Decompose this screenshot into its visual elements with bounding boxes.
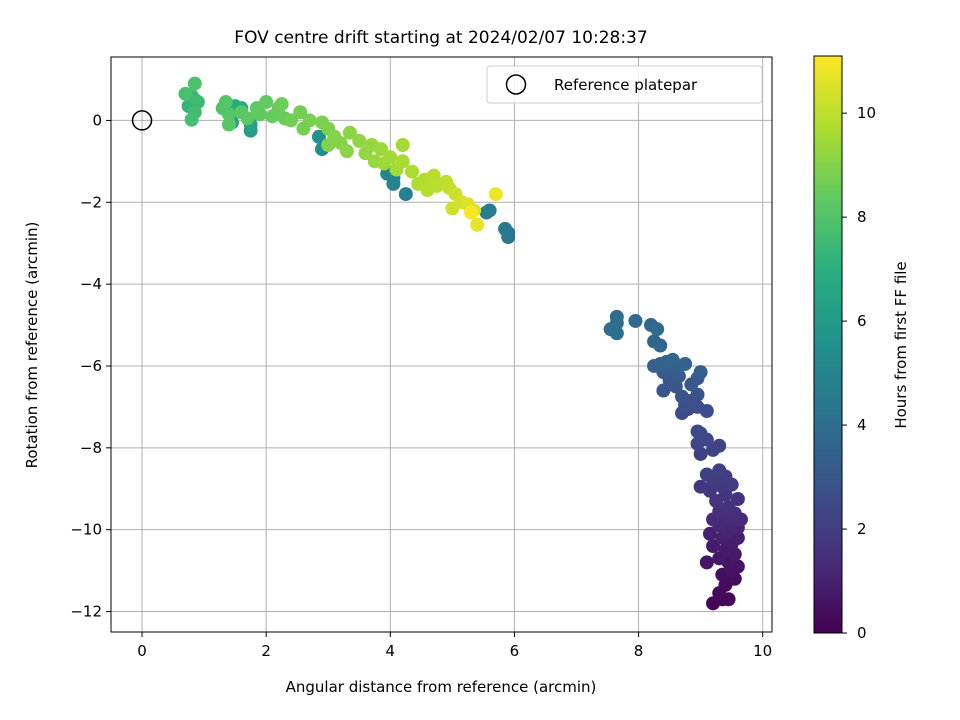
x-tick-label: 2 <box>261 642 271 660</box>
data-point <box>383 150 398 165</box>
data-point <box>283 113 298 128</box>
data-point <box>656 383 671 398</box>
data-point <box>240 111 255 126</box>
data-point <box>675 389 690 404</box>
data-point <box>342 125 357 140</box>
data-point <box>221 117 236 132</box>
data-point <box>693 365 708 380</box>
colorbar-label: Hours from first FF file <box>892 261 910 428</box>
data-point <box>321 137 336 152</box>
data-point <box>187 76 202 91</box>
y-tick-label: 0 <box>92 111 102 129</box>
data-point <box>311 129 326 144</box>
data-point <box>274 97 289 112</box>
legend-box <box>486 65 763 104</box>
colorbar-tick-label: 6 <box>857 312 867 330</box>
data-point <box>650 322 665 337</box>
legend: Reference platepar <box>486 65 763 104</box>
colorbar-gradient <box>813 55 843 634</box>
colorbar-tick-label: 10 <box>857 104 876 122</box>
data-point <box>730 491 745 506</box>
data-point <box>395 154 410 169</box>
x-axis-ticks: 0 2 4 6 8 10 <box>137 632 772 660</box>
data-point <box>706 539 721 554</box>
y-tick-label: −4 <box>80 275 102 293</box>
colorbar-ticks: 0 2 4 6 8 10 <box>842 104 876 642</box>
x-tick-label: 6 <box>510 642 520 660</box>
data-point <box>293 105 308 120</box>
y-tick-label: −12 <box>70 603 102 621</box>
chart-title: FOV centre drift starting at 2024/02/07 … <box>234 28 647 48</box>
data-points <box>178 76 748 611</box>
data-point <box>398 187 413 202</box>
y-tick-label: −8 <box>80 439 102 457</box>
x-tick-label: 10 <box>753 642 772 660</box>
legend-marker <box>505 74 527 95</box>
data-point <box>647 334 662 349</box>
data-point <box>339 144 354 159</box>
data-point <box>352 133 367 148</box>
data-point <box>221 107 236 122</box>
data-point <box>498 221 513 236</box>
legend-label: Reference platepar <box>554 76 698 94</box>
data-point <box>712 463 727 478</box>
data-point <box>259 95 274 110</box>
y-tick-label: −2 <box>80 193 102 211</box>
colorbar: 0 2 4 6 8 10 Hours from first FF file <box>813 55 910 642</box>
data-point <box>628 313 643 328</box>
x-tick-label: 4 <box>386 642 396 660</box>
data-point <box>702 526 717 541</box>
y-axis-ticks: 0 −2 −4 −6 −8 −10 −12 <box>70 111 111 621</box>
data-point <box>252 107 267 122</box>
data-point <box>184 112 199 127</box>
data-point <box>405 164 420 179</box>
data-point <box>671 369 686 384</box>
colorbar-tick-label: 2 <box>857 520 867 538</box>
data-point <box>470 217 485 232</box>
data-point <box>373 142 388 157</box>
grid-lines <box>111 57 772 632</box>
data-point <box>395 137 410 152</box>
reference-platepar-marker <box>131 110 153 131</box>
x-tick-label: 0 <box>137 642 147 660</box>
y-tick-label: −6 <box>80 357 102 375</box>
data-point <box>488 187 503 202</box>
x-axis-label: Angular distance from reference (arcmin) <box>286 678 597 696</box>
data-point <box>699 467 714 482</box>
data-point <box>699 555 714 570</box>
data-point <box>693 479 708 494</box>
colorbar-tick-label: 8 <box>857 208 867 226</box>
data-point <box>665 352 680 367</box>
y-tick-label: −10 <box>70 521 102 539</box>
data-point <box>479 205 494 220</box>
data-point <box>690 387 705 402</box>
data-point <box>678 356 693 371</box>
data-point <box>721 500 736 515</box>
data-point <box>178 86 193 101</box>
data-point <box>712 438 727 453</box>
plot-frame <box>110 56 773 633</box>
data-point <box>609 326 624 341</box>
colorbar-tick-label: 0 <box>857 624 867 642</box>
data-point <box>463 205 478 220</box>
y-axis-label: Rotation from reference (arcmin) <box>23 222 41 469</box>
data-point <box>218 95 233 110</box>
data-point <box>302 113 317 128</box>
colorbar-tick-label: 4 <box>857 416 867 434</box>
data-point <box>690 424 705 439</box>
x-tick-label: 8 <box>634 642 644 660</box>
